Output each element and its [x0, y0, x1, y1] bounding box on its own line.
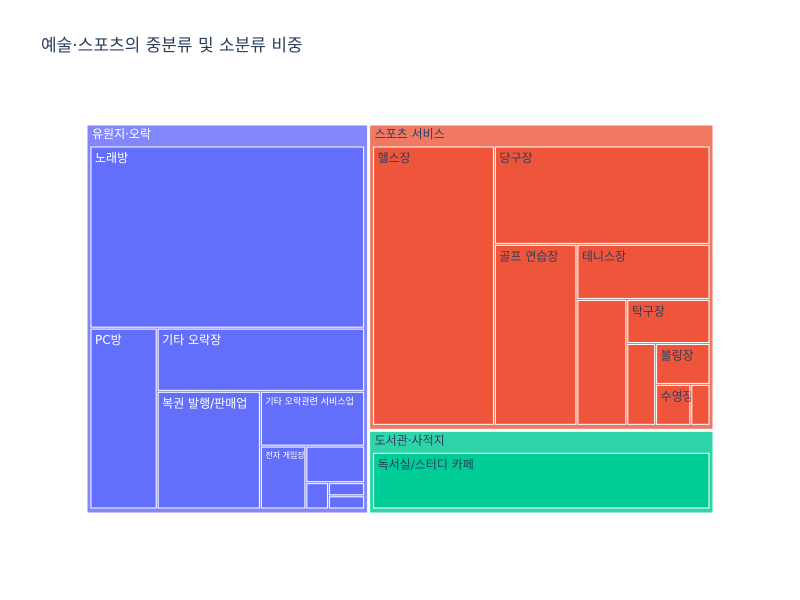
leaf-tile [157, 391, 260, 509]
leaf-label: 헬스장 [378, 151, 411, 165]
leaf-tile [306, 446, 365, 483]
leaf-tile [306, 483, 328, 509]
leaf-label: 테니스장 [582, 249, 626, 263]
leaf-tile [656, 384, 691, 425]
leaf-tile [494, 244, 577, 425]
leaf-tile [373, 452, 710, 509]
leaf-tile [656, 344, 710, 384]
leaf-tile [494, 146, 710, 244]
leaf-tile [157, 328, 365, 391]
leaf-tile [577, 244, 710, 299]
group-label: 도서관·사적지 [375, 433, 445, 447]
leaf-tile [90, 146, 365, 328]
group-label: 유원지·오락 [92, 127, 151, 141]
leaf-label: 탁구장 [632, 304, 665, 318]
leaf-label: 볼링장 [661, 349, 694, 363]
leaf-label: 기타 오락관련 서비스업 [265, 395, 354, 407]
leaf-tile [328, 483, 365, 496]
chart-title: 예술·스포츠의 중분류 및 소분류 비중 [41, 36, 303, 56]
leaf-label: 복권 발행/판매업 [162, 395, 247, 410]
leaf-tile [691, 384, 710, 425]
leaf-label: 골프 연습장 [499, 249, 558, 263]
leaf-tile [627, 299, 710, 344]
leaf-label: 전자 게임장 [265, 450, 305, 460]
leaf-label: 수영장 [661, 389, 694, 403]
leaf-label: PC방 [95, 333, 122, 347]
leaf-label: 당구장 [499, 151, 532, 165]
leaf-tile [373, 146, 494, 425]
leaf-tile [90, 328, 157, 509]
leaf-label: 독서실/스터디 카페 [378, 457, 474, 471]
leaf-tile [260, 391, 365, 446]
leaf-label: 기타 오락장 [162, 333, 221, 347]
group-label: 스포츠 서비스 [375, 127, 445, 141]
leaf-tile [328, 496, 365, 509]
leaf-label: 노래방 [95, 151, 128, 165]
leaf-tile [577, 299, 627, 425]
leaf-tile [627, 344, 656, 425]
leaf-tile [260, 446, 306, 509]
